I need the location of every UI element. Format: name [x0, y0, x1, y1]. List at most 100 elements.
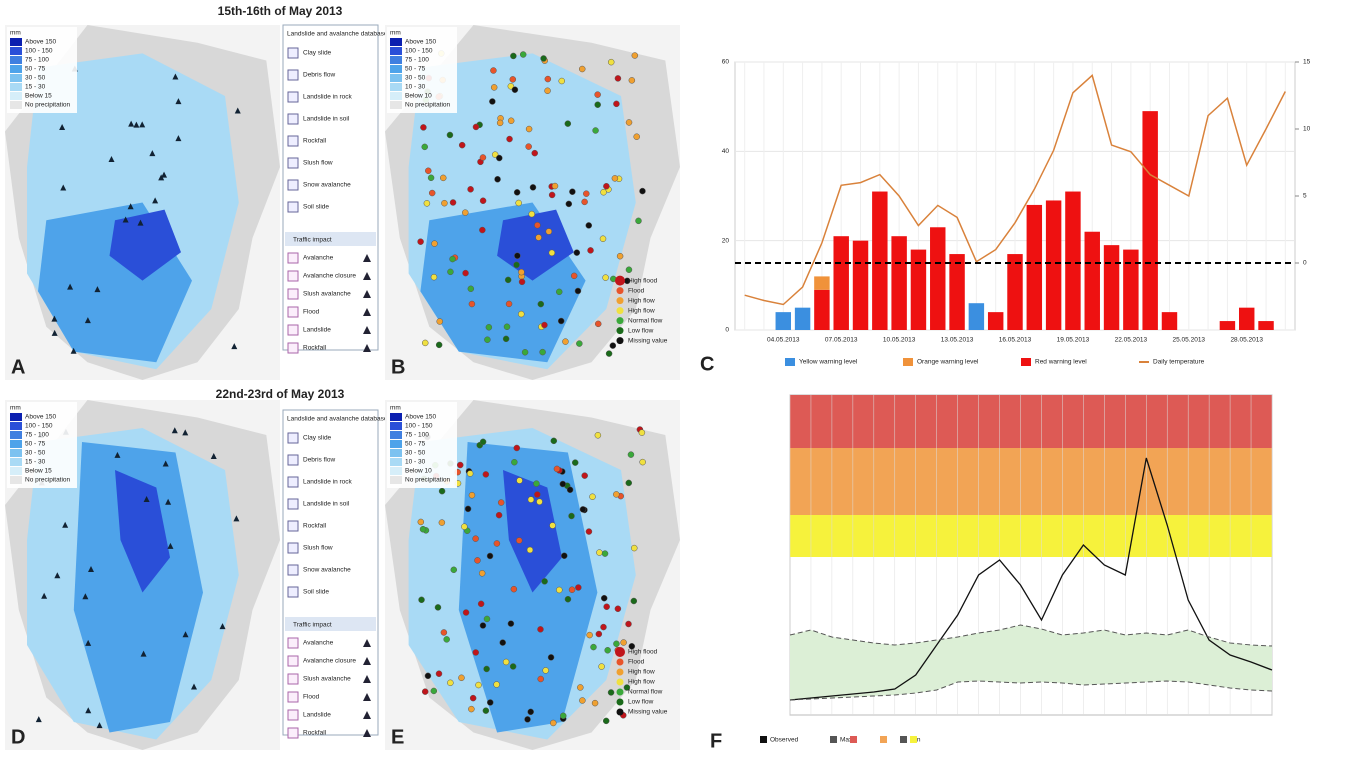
checkbox[interactable]	[288, 638, 298, 648]
checkbox[interactable]	[288, 543, 298, 553]
bar	[833, 236, 848, 330]
station	[556, 289, 562, 295]
checkbox[interactable]	[288, 180, 298, 190]
station	[561, 553, 567, 559]
legend-swatch	[10, 440, 22, 448]
legend-swatch	[390, 47, 402, 55]
station	[480, 439, 486, 445]
station	[496, 155, 502, 161]
checkbox[interactable]	[288, 710, 298, 720]
checkbox[interactable]	[288, 48, 298, 58]
legend-label: Missing value	[628, 337, 668, 344]
station	[459, 142, 465, 148]
station	[511, 586, 517, 592]
legend-zone-swatch	[880, 736, 887, 743]
traffic-label: Rockfall	[303, 345, 327, 352]
legend-swatch	[390, 74, 402, 82]
legend-swatch	[10, 83, 22, 91]
legend-swatch	[390, 65, 402, 73]
y2-tick-label: 0	[1303, 260, 1307, 267]
station	[465, 506, 471, 512]
legend-label: 10 - 30	[405, 459, 426, 466]
checkbox[interactable]	[288, 136, 298, 146]
station	[579, 66, 585, 72]
checkbox[interactable]	[288, 289, 298, 299]
station	[549, 250, 555, 256]
station	[631, 598, 637, 604]
station	[451, 567, 457, 573]
station	[450, 256, 456, 262]
station	[569, 513, 575, 519]
station	[595, 92, 601, 98]
bar	[1258, 321, 1273, 330]
station	[560, 713, 566, 719]
checkbox[interactable]	[288, 656, 298, 666]
station	[525, 716, 531, 722]
station	[483, 708, 489, 714]
station	[572, 460, 578, 466]
legend-label: Missing value	[628, 709, 668, 716]
checkbox[interactable]	[288, 307, 298, 317]
station	[479, 570, 485, 576]
station	[629, 77, 635, 83]
station	[569, 587, 575, 593]
checkbox[interactable]	[288, 271, 298, 281]
bar	[1027, 205, 1042, 330]
panel-label: F	[710, 730, 722, 752]
checkbox[interactable]	[288, 92, 298, 102]
checkbox[interactable]	[288, 70, 298, 80]
station	[546, 229, 552, 235]
layer-label: Landslide in soil	[303, 116, 350, 123]
checkbox[interactable]	[288, 692, 298, 702]
station	[517, 478, 523, 484]
station	[613, 641, 619, 647]
station	[538, 301, 544, 307]
station	[613, 491, 619, 497]
legend-label: Observed	[770, 737, 799, 744]
station	[582, 199, 588, 205]
station	[498, 500, 504, 506]
checkbox[interactable]	[288, 114, 298, 124]
bar	[1220, 321, 1235, 330]
checkbox[interactable]	[288, 253, 298, 263]
panel-title: 22nd-23rd of May 2013	[216, 387, 345, 401]
checkbox[interactable]	[288, 674, 298, 684]
station	[530, 184, 536, 190]
station	[418, 519, 424, 525]
traffic-header: Traffic impact	[293, 237, 332, 244]
legend-label: Red warning level	[1035, 359, 1087, 366]
checkbox[interactable]	[288, 587, 298, 597]
checkbox[interactable]	[288, 455, 298, 465]
station	[478, 601, 484, 607]
layer-label: Rockfall	[303, 523, 327, 530]
checkbox[interactable]	[288, 477, 298, 487]
x-tick-label: 19.05.2013	[1057, 337, 1090, 344]
checkbox[interactable]	[288, 158, 298, 168]
checkbox[interactable]	[288, 202, 298, 212]
checkbox[interactable]	[288, 433, 298, 443]
station	[483, 471, 489, 477]
checkbox[interactable]	[288, 343, 298, 353]
checkbox[interactable]	[288, 325, 298, 335]
station	[512, 87, 518, 93]
station	[617, 253, 623, 259]
checkbox[interactable]	[288, 521, 298, 531]
station	[588, 247, 594, 253]
legend-label: Flood	[628, 659, 645, 666]
legend-zone-swatch	[850, 736, 857, 743]
checkbox[interactable]	[288, 565, 298, 575]
station	[484, 616, 490, 622]
bar	[930, 227, 945, 330]
bar	[1085, 232, 1100, 330]
legend-label: Daily temperature	[1153, 359, 1205, 366]
station	[554, 466, 560, 472]
bar	[1046, 200, 1061, 330]
bar	[1239, 308, 1254, 330]
legend-label: No precipitation	[405, 477, 451, 484]
station	[550, 523, 556, 529]
station	[542, 578, 548, 584]
bar	[988, 312, 1003, 330]
checkbox[interactable]	[288, 499, 298, 509]
checkbox[interactable]	[288, 728, 298, 738]
station	[626, 267, 632, 273]
